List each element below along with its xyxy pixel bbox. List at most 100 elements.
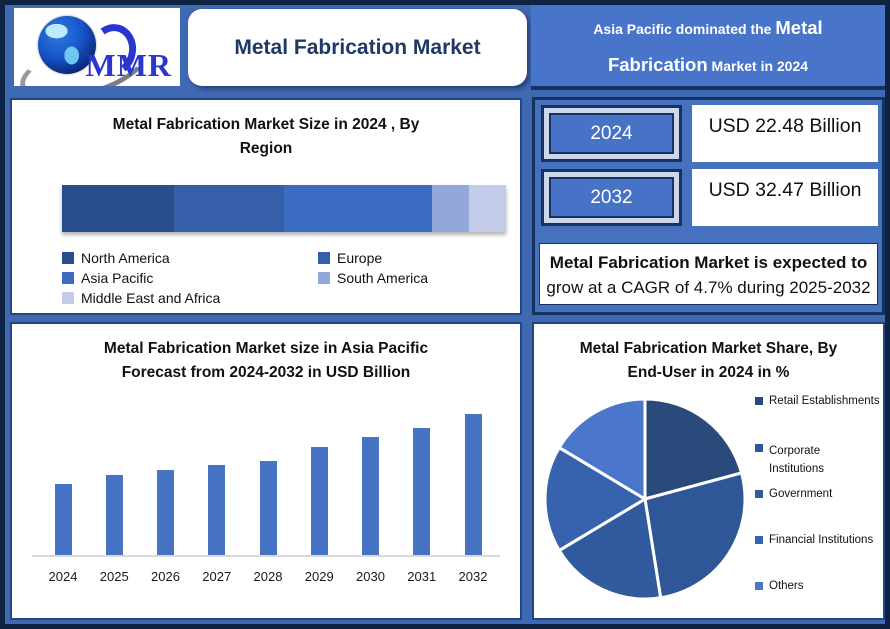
- legend-swatch-icon: [755, 490, 763, 498]
- x-tick-label-2028: 2028: [253, 569, 283, 584]
- stats-panel: 2024 USD 22.48 Billion 2032 USD 32.47 Bi…: [532, 97, 885, 315]
- region-legend: North America Europe Asia Pacific South Ame…: [62, 250, 506, 306]
- region-legend-item-europe: Europe: [318, 250, 506, 266]
- year-badge-2032: 2032: [541, 169, 682, 226]
- region-chart-panel: Metal Fabrication Market Size in 2024 , …: [10, 98, 522, 315]
- year-badge-2032-label: 2032: [549, 177, 674, 218]
- bar-column-2028: [243, 396, 293, 556]
- region-stacked-bar: [62, 185, 506, 232]
- x-tick-label-2031: 2031: [407, 569, 437, 584]
- cagr-statement-line1: Metal Fabrication Market is expected to: [549, 253, 868, 272]
- pie-legend-label: Retail Establishments: [769, 395, 880, 407]
- bar-column-2029: [294, 396, 344, 556]
- page-title: Metal Fabrication Market: [234, 35, 481, 59]
- region-legend-item-south-america: South America: [318, 270, 506, 286]
- pie-chart: [540, 394, 750, 604]
- bar-column-2032: [448, 396, 498, 556]
- forecast-bars: [38, 396, 498, 556]
- share-chart-panel: Metal Fabrication Market Share, By End-U…: [532, 322, 885, 620]
- year-badge-2024-label: 2024: [549, 113, 674, 154]
- bar-column-2031: [397, 396, 447, 556]
- region-legend-item-asia-pacific: Asia Pacific: [62, 270, 318, 286]
- market-value-2032: USD 32.47 Billion: [692, 169, 878, 226]
- pie-legend: Retail Establishments Corporate Instituti…: [755, 390, 885, 610]
- region-legend-item-middle-east-and-africa: Middle East and Africa: [62, 290, 318, 306]
- bar-2030: [362, 437, 379, 556]
- legend-swatch-icon: [318, 252, 330, 264]
- market-value-2024: USD 22.48 Billion: [692, 105, 878, 162]
- legend-swatch-icon: [62, 272, 74, 284]
- region-segment-south-america: [432, 185, 470, 232]
- pie-legend-label: Government: [769, 488, 833, 500]
- pie-legend-item-corporate-institutions: Corporate Institutions: [755, 442, 841, 479]
- legend-swatch-icon: [62, 292, 74, 304]
- region-legend-item-north-america: North America: [62, 250, 318, 266]
- bar-2024: [54, 484, 72, 556]
- legend-swatch-icon: [755, 536, 763, 544]
- headline-highlight: Metal Fabrication: [607, 16, 823, 75]
- region-legend-label: Asia Pacific: [81, 270, 154, 286]
- bar-column-2026: [141, 396, 191, 556]
- cagr-statement-line2: grow at a CAGR of 4.7% during 2025-2032: [546, 277, 871, 297]
- region-legend-label: Middle East and Africa: [81, 290, 221, 306]
- pie-slice-retail-establishments: [643, 397, 744, 501]
- bar-column-2025: [89, 396, 139, 556]
- bar-column-2024: [38, 396, 88, 556]
- pie-svg: [543, 397, 747, 601]
- x-tick-label-2030: 2030: [356, 569, 385, 584]
- x-axis-line: [32, 555, 500, 557]
- headline-text: Asia Pacific dominated the Metal Fabrica…: [550, 9, 866, 83]
- x-axis-labels: 2024 2025 2026 2027 2028 2029 2030 2031 2032: [38, 569, 498, 584]
- bar-2026: [157, 470, 174, 556]
- region-legend-label: North America: [81, 250, 170, 266]
- headline-suffix: Market in 2024: [711, 57, 809, 74]
- legend-swatch-icon: [755, 444, 763, 452]
- pie-slice-financial-institutions: [543, 446, 647, 552]
- bar-2028: [259, 461, 277, 556]
- legend-swatch-icon: [62, 252, 74, 264]
- x-tick-label-2032: 2032: [458, 569, 488, 584]
- brand-logo: MMR: [14, 8, 180, 86]
- bar-2031: [413, 428, 431, 556]
- region-segment-middle-east-and-africa: [469, 185, 506, 232]
- bar-column-2027: [192, 396, 242, 556]
- bar-2027: [208, 465, 226, 556]
- pie-legend-item-others: Others: [755, 580, 804, 592]
- pie-slice-corporate-institutions: [643, 471, 747, 600]
- report-title-box: Metal Fabrication Market: [188, 9, 527, 86]
- year-badge-2024: 2024: [541, 105, 682, 162]
- headline-banner: Asia Pacific dominated the Metal Fabrica…: [531, 5, 885, 90]
- pie-legend-item-financial-institutions: Financial Institutions: [755, 534, 873, 546]
- bar-column-2030: [346, 396, 396, 556]
- x-tick-label-2029: 2029: [304, 569, 334, 584]
- region-legend-label: South America: [337, 270, 429, 286]
- pie-legend-item-retail-establishments: Retail Establishments: [755, 395, 880, 407]
- pie-legend-item-government: Government: [755, 488, 832, 500]
- bar-2032: [464, 414, 482, 556]
- region-segment-north-america: [62, 185, 174, 232]
- share-chart-title: Metal Fabrication Market Share, By End-U…: [579, 340, 838, 382]
- logo-text: MMR: [85, 47, 172, 83]
- pie-slice-government: [557, 497, 663, 601]
- legend-swatch-icon: [755, 397, 763, 405]
- pie-legend-label: Others: [769, 580, 804, 592]
- bar-2025: [105, 475, 123, 556]
- forecast-chart-panel: Metal Fabrication Market size in Asia Pa…: [10, 322, 522, 620]
- x-tick-label-2025: 2025: [99, 569, 129, 584]
- region-segment-europe: [173, 185, 284, 232]
- globe-icon: [38, 16, 96, 74]
- pie-legend-label: Corporate Institutions: [769, 445, 824, 476]
- x-tick-label-2027: 2027: [202, 569, 232, 584]
- region-segment-asia-pacific: [283, 185, 433, 232]
- region-legend-label: Europe: [337, 250, 383, 266]
- headline-prefix: Asia Pacific dominated the: [593, 20, 772, 37]
- forecast-chart-title: Metal Fabrication Market size in Asia Pa…: [103, 340, 429, 382]
- region-chart-title: Metal Fabrication Market Size in 2024 , …: [112, 116, 420, 158]
- pie-legend-label: Financial Institutions: [769, 534, 874, 546]
- legend-swatch-icon: [755, 582, 763, 590]
- cagr-statement: Metal Fabrication Market is expected to …: [539, 243, 878, 305]
- x-tick-label-2026: 2026: [151, 569, 180, 584]
- pie-slice-others: [557, 397, 647, 501]
- x-tick-label-2024: 2024: [48, 569, 78, 584]
